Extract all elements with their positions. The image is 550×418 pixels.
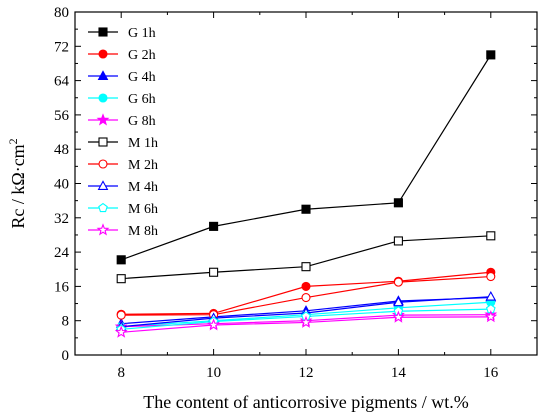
legend-marker — [98, 27, 108, 37]
x-tick-label: 8 — [117, 365, 125, 381]
data-point — [485, 290, 497, 301]
series-line — [121, 235, 491, 280]
legend-marker — [98, 49, 108, 59]
legend-label: G 2h — [128, 48, 156, 63]
data-point — [299, 315, 313, 328]
data-point — [486, 231, 496, 241]
legend-marker — [97, 70, 109, 80]
legend-label: M 8h — [128, 224, 158, 239]
y-tick-label: 72 — [54, 39, 69, 55]
legend-item: M 4h — [88, 180, 158, 195]
legend-label: M 6h — [128, 202, 158, 217]
data-point — [301, 292, 311, 303]
legend-marker — [98, 159, 108, 169]
y-tick-label: 48 — [54, 142, 69, 158]
y-tick-label: 40 — [54, 177, 69, 193]
legend-label: G 4h — [128, 70, 156, 85]
legend-marker — [98, 137, 108, 147]
series-7 — [116, 271, 496, 320]
legend-label: M 4h — [128, 180, 158, 195]
data-point — [207, 318, 221, 331]
y-tick-label: 32 — [54, 211, 69, 227]
legend-item: M 8h — [88, 223, 158, 239]
data-point — [301, 281, 311, 291]
legend-item: M 1h — [88, 136, 158, 151]
legend-item: G 2h — [88, 48, 156, 63]
data-point — [393, 296, 404, 307]
y-axis-title-superscript: 2 — [6, 138, 20, 144]
legend-label: G 1h — [128, 26, 156, 41]
series-line — [120, 54, 492, 261]
legend-item: M 2h — [88, 158, 158, 173]
x-tick-label: 14 — [391, 365, 407, 381]
x-axis-title: The content of anticorrosive pigments / … — [143, 392, 468, 412]
legend-marker — [96, 223, 110, 236]
data-point — [484, 310, 498, 323]
data-point — [486, 50, 496, 60]
data-point — [393, 236, 403, 246]
series-6 — [116, 231, 496, 284]
y-axis-title-main: Rc / kΩ·cm — [8, 144, 28, 228]
y-tick-label: 80 — [54, 5, 69, 21]
legend-label: G 6h — [128, 92, 156, 107]
data-point — [209, 267, 219, 277]
data-point — [116, 274, 126, 284]
y-tick-label: 24 — [54, 245, 70, 261]
data-point — [116, 255, 126, 265]
y-axis-title: Rc / kΩ·cm2 — [6, 138, 28, 228]
legend-item: G 6h — [88, 92, 156, 107]
legend-marker — [98, 202, 108, 213]
data-point — [114, 325, 128, 338]
x-tick-label: 10 — [206, 365, 221, 381]
legend-item: G 4h — [88, 70, 156, 85]
data-point — [116, 310, 126, 320]
x-tick-label: 16 — [483, 365, 499, 381]
legend-item: M 6h — [88, 202, 158, 217]
data-point — [486, 271, 496, 282]
x-tick-label: 12 — [299, 365, 314, 381]
series-1 — [116, 50, 496, 265]
series-10 — [114, 310, 498, 338]
data-point — [391, 310, 405, 323]
legend-marker — [96, 113, 110, 126]
data-point — [209, 221, 219, 231]
y-tick-label: 8 — [62, 314, 70, 330]
y-tick-label: 16 — [54, 279, 70, 295]
legend-marker — [97, 180, 109, 190]
legend-label: M 2h — [128, 158, 158, 173]
y-tick-label: 64 — [54, 74, 70, 90]
legend-marker — [98, 93, 108, 103]
legend-label: M 1h — [128, 136, 158, 151]
data-point — [393, 277, 403, 287]
y-tick-label: 0 — [62, 348, 70, 364]
data-point — [393, 198, 403, 208]
data-point — [301, 262, 311, 272]
y-tick-label: 56 — [54, 108, 70, 124]
data-point — [301, 204, 311, 214]
legend-label: G 8h — [128, 114, 156, 129]
legend-item: G 8h — [88, 113, 156, 129]
legend-item: G 1h — [88, 26, 156, 41]
